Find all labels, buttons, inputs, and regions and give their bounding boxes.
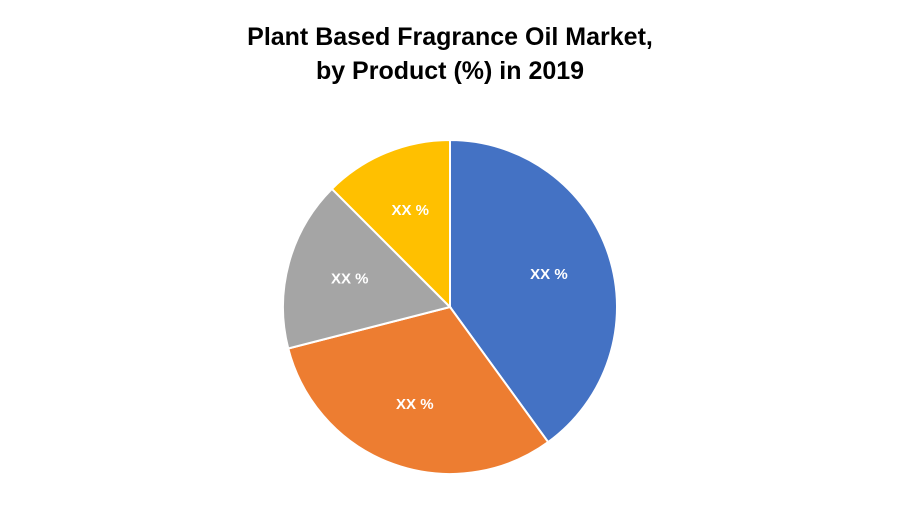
pie-slice-1 (449, 138, 618, 444)
chart-title-line1: Plant Based Fragrance Oil Market, (247, 23, 653, 51)
pie-slice-2 (287, 305, 550, 476)
pie-slice-1-label: XX % (530, 266, 568, 283)
pie-slice-3 (282, 187, 452, 350)
pie-slice-4-label: XX % (391, 202, 429, 219)
chart-title: Plant Based Fragrance Oil Market, by Pro… (0, 20, 900, 88)
pie-slice-3-label: XX % (331, 271, 369, 288)
pie-slice-4 (330, 138, 451, 310)
chart-title-line2: by Product (%) in 2019 (315, 57, 585, 85)
pie-slice-2-label: XX % (396, 396, 434, 413)
